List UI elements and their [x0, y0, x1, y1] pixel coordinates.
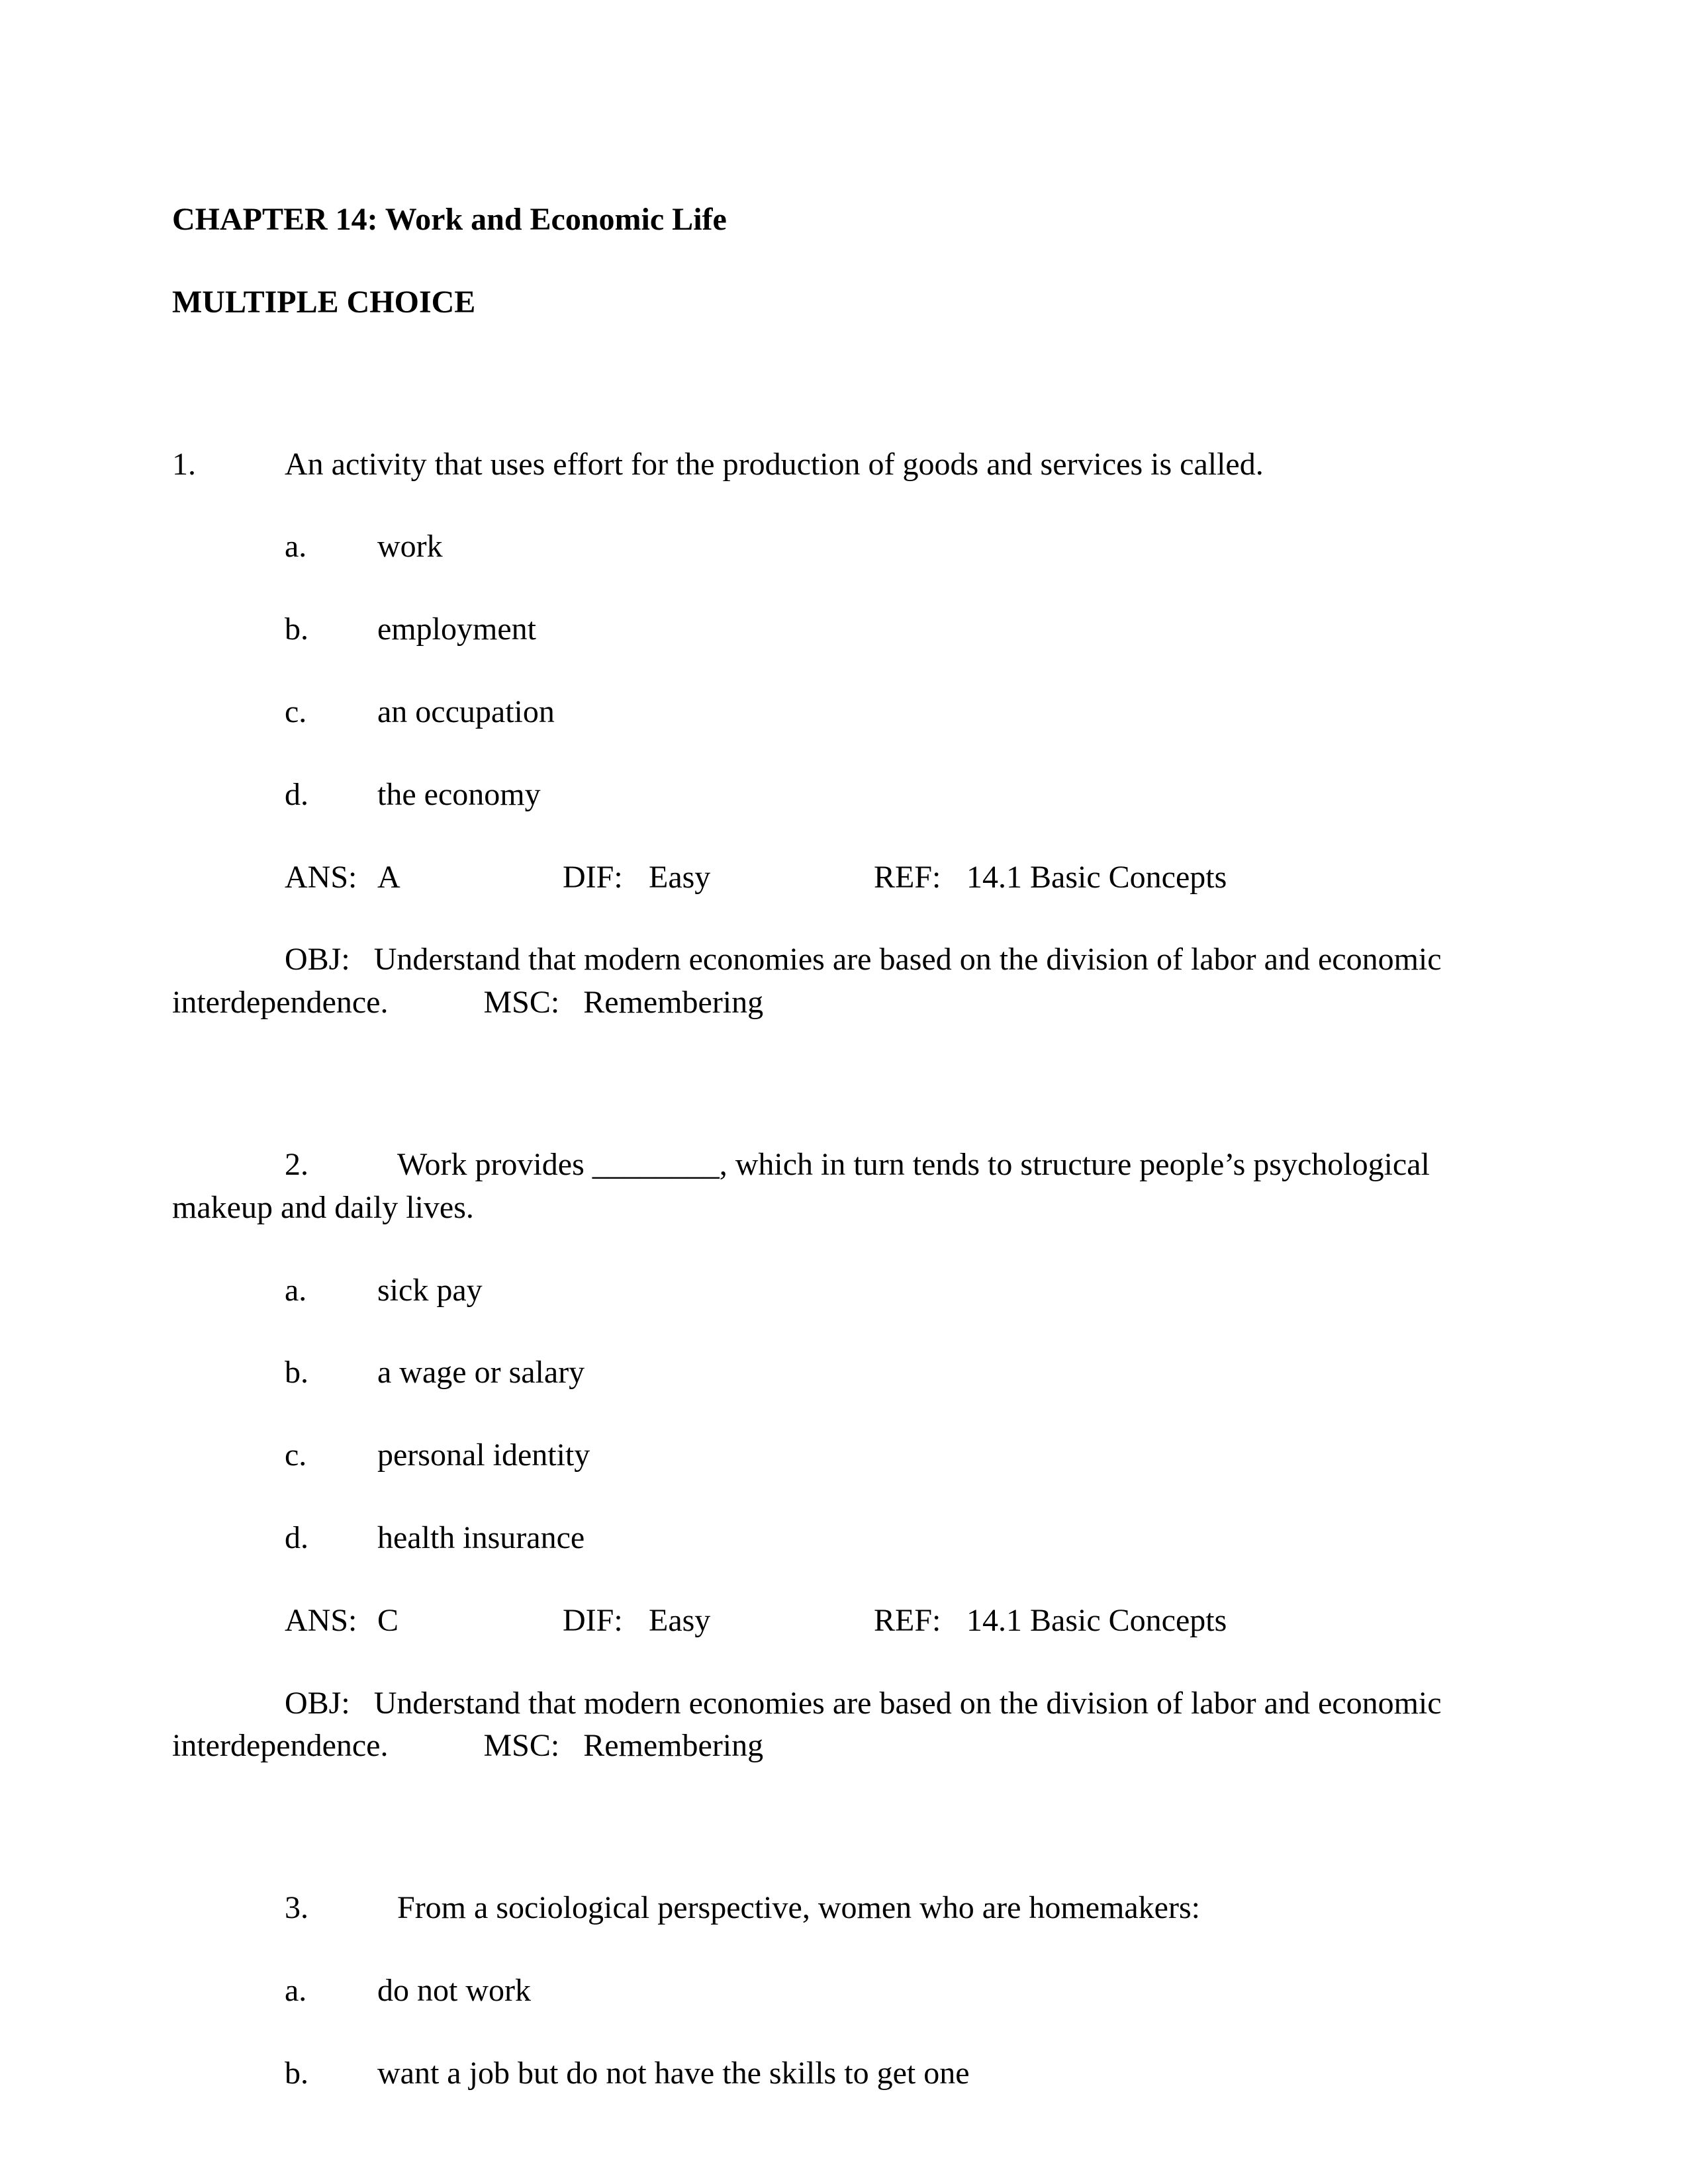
answer-meta-row: ANS: C DIF: Easy REF: 14.1 Basic Concept… — [285, 1600, 1516, 1643]
option-text: sick pay — [377, 1269, 1516, 1312]
option-letter: b. — [285, 2052, 377, 2095]
objective-row: OBJ: Understand that modern economies ar… — [172, 1682, 1516, 1768]
option-text: an occupation — [377, 691, 1516, 734]
option-text: employment — [377, 608, 1516, 651]
ref-value: 14.1 Basic Concepts — [966, 1600, 1516, 1643]
option-letter: d. — [285, 1517, 377, 1560]
option-text: the economy — [377, 774, 1516, 817]
option-row: d. the economy — [285, 774, 1516, 817]
objective-row: OBJ: Understand that modern economies ar… — [172, 938, 1516, 1024]
answer-meta-row: ANS: A DIF: Easy REF: 14.1 Basic Concept… — [285, 856, 1516, 899]
option-row: a. work — [285, 525, 1516, 569]
option-letter: c. — [285, 1434, 377, 1477]
ref-label: REF: — [874, 856, 966, 899]
dif-value: Easy — [649, 856, 874, 899]
option-letter: a. — [285, 1269, 377, 1312]
msc-label: MSC: — [483, 985, 559, 1020]
dif-label: DIF: — [563, 1600, 649, 1643]
option-text: a wage or salary — [377, 1351, 1516, 1394]
obj-label: OBJ: — [285, 942, 350, 977]
question-number: 2. — [285, 1144, 397, 1187]
question-block: 1. An activity that uses effort for the … — [172, 443, 1516, 1024]
section-title: MULTIPLE CHOICE — [172, 281, 1516, 324]
question-stem: An activity that uses effort for the pro… — [285, 443, 1516, 486]
question-number: 3. — [285, 1887, 397, 1930]
question-stem-row: 1. An activity that uses effort for the … — [172, 443, 1516, 486]
msc-label: MSC: — [483, 1728, 559, 1763]
option-row: b. want a job but do not have the skills… — [285, 2052, 1516, 2095]
option-letter: d. — [285, 774, 377, 817]
question-number: 1. — [172, 443, 285, 486]
option-text: do not work — [377, 1970, 1516, 2013]
option-text: want a job but do not have the skills to… — [377, 2052, 1516, 2095]
option-row: d. health insurance — [285, 1517, 1516, 1560]
obj-value: Understand that modern economies are bas… — [172, 942, 1442, 1020]
ref-label: REF: — [874, 1600, 966, 1643]
dif-value: Easy — [649, 1600, 874, 1643]
obj-value: Understand that modern economies are bas… — [172, 1686, 1442, 1764]
ans-value: A — [377, 856, 563, 899]
question-stem-row: 2.Work provides ________, which in turn … — [172, 1144, 1516, 1230]
ans-value: C — [377, 1600, 563, 1643]
question-stem-row: 3. From a sociological perspective, wome… — [285, 1887, 1516, 1930]
dif-label: DIF: — [563, 856, 649, 899]
question-block: 3. From a sociological perspective, wome… — [172, 1887, 1516, 2095]
option-text: personal identity — [377, 1434, 1516, 1477]
option-row: c. an occupation — [285, 691, 1516, 734]
chapter-title: CHAPTER 14: Work and Economic Life — [172, 199, 1516, 242]
option-letter: a. — [285, 1970, 377, 2013]
option-text: health insurance — [377, 1517, 1516, 1560]
msc-value: Remembering — [583, 985, 763, 1020]
question-stem: From a sociological perspective, women w… — [397, 1887, 1516, 1930]
option-letter: c. — [285, 691, 377, 734]
option-letter: b. — [285, 1351, 377, 1394]
ref-value: 14.1 Basic Concepts — [966, 856, 1516, 899]
option-text: work — [377, 525, 1516, 569]
option-row: a. sick pay — [285, 1269, 1516, 1312]
ans-label: ANS: — [285, 856, 377, 899]
question-block: 2.Work provides ________, which in turn … — [172, 1144, 1516, 1768]
option-row: b. employment — [285, 608, 1516, 651]
ans-label: ANS: — [285, 1600, 377, 1643]
option-row: a. do not work — [285, 1970, 1516, 2013]
obj-label: OBJ: — [285, 1686, 350, 1721]
option-row: b. a wage or salary — [285, 1351, 1516, 1394]
document-page: CHAPTER 14: Work and Economic Life MULTI… — [0, 0, 1688, 2184]
option-row: c. personal identity — [285, 1434, 1516, 1477]
option-letter: b. — [285, 608, 377, 651]
msc-value: Remembering — [583, 1728, 763, 1763]
option-letter: a. — [285, 525, 377, 569]
